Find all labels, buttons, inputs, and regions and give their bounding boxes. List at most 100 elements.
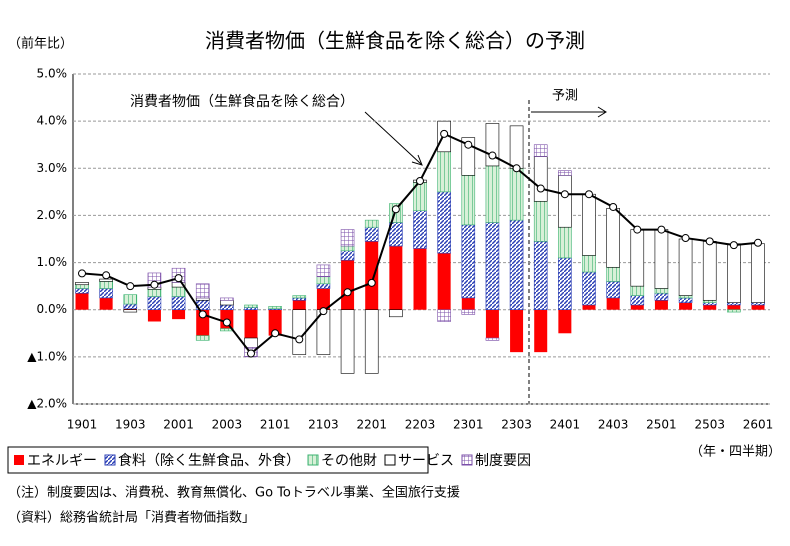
x-tick-label: 2403 bbox=[598, 418, 629, 432]
bar bbox=[75, 288, 89, 294]
legend-label: 制度要因 bbox=[475, 453, 531, 469]
legend-label: その他財 bbox=[321, 453, 377, 469]
bar bbox=[292, 300, 306, 310]
bar bbox=[534, 309, 548, 353]
legend-box bbox=[7, 446, 429, 474]
bar bbox=[461, 297, 475, 310]
y-tick-label: 2.0% bbox=[37, 208, 68, 222]
y-tick-label: 0.0% bbox=[37, 302, 68, 316]
bar bbox=[172, 309, 186, 320]
bar bbox=[533, 200, 548, 242]
legend-swatch bbox=[307, 454, 319, 466]
bar bbox=[340, 229, 355, 247]
x-tick-label: 2103 bbox=[308, 418, 339, 432]
bar bbox=[654, 288, 669, 294]
line-marker bbox=[78, 269, 86, 278]
bar bbox=[316, 283, 331, 289]
bar bbox=[75, 282, 89, 286]
line-marker bbox=[174, 274, 183, 283]
line-marker bbox=[754, 238, 762, 247]
x-tick-label: 2001 bbox=[163, 418, 194, 432]
bar bbox=[630, 305, 644, 310]
line-marker bbox=[126, 282, 135, 291]
legend-label: サービス bbox=[398, 453, 454, 469]
y-unit-label: （前年比） bbox=[8, 36, 73, 52]
bar bbox=[678, 297, 693, 303]
line-marker bbox=[102, 271, 111, 280]
line-marker bbox=[633, 225, 642, 234]
bar bbox=[703, 305, 717, 310]
bar bbox=[630, 229, 645, 287]
legend-swatch bbox=[461, 454, 473, 466]
bar bbox=[99, 297, 113, 310]
bar bbox=[509, 125, 524, 169]
line-marker bbox=[416, 177, 424, 186]
line-marker bbox=[609, 202, 618, 211]
bar bbox=[316, 264, 331, 278]
bar bbox=[99, 288, 113, 299]
y-tick-label: 5.0% bbox=[37, 67, 68, 81]
bar bbox=[316, 276, 331, 285]
line-marker bbox=[585, 190, 593, 199]
bar bbox=[558, 170, 572, 176]
bar bbox=[123, 303, 138, 310]
bar bbox=[533, 156, 548, 202]
bar bbox=[341, 260, 355, 310]
line-marker bbox=[247, 349, 255, 358]
legend-label: 食料（除く生鮮食品、外食） bbox=[118, 452, 300, 469]
bar bbox=[389, 309, 403, 318]
legend-label: エネルギー bbox=[27, 453, 97, 469]
line-marker bbox=[222, 318, 231, 327]
bar bbox=[533, 241, 548, 311]
x-unit-label: （年・四半期） bbox=[690, 445, 781, 460]
bar bbox=[75, 293, 89, 310]
leader-head bbox=[411, 154, 423, 166]
bar bbox=[99, 278, 113, 282]
bar bbox=[292, 309, 307, 355]
legend-swatch bbox=[104, 454, 116, 466]
x-tick-label: 2301 bbox=[453, 418, 484, 432]
bar bbox=[461, 309, 476, 315]
bar bbox=[485, 337, 500, 341]
bar bbox=[702, 299, 717, 303]
x-tick-label: 2003 bbox=[212, 418, 243, 432]
bar bbox=[364, 226, 379, 242]
bar bbox=[485, 222, 500, 311]
bar bbox=[413, 210, 427, 249]
y-tick-label: ▲2.0% bbox=[27, 397, 67, 411]
line-marker bbox=[681, 234, 690, 243]
bar bbox=[413, 248, 427, 310]
line-marker bbox=[295, 335, 304, 344]
bar bbox=[268, 306, 282, 310]
line-label: 消費者物価（生鮮食品を除く総合） bbox=[130, 93, 354, 110]
line-marker bbox=[150, 280, 159, 289]
line-marker bbox=[198, 310, 207, 319]
bar bbox=[678, 238, 693, 296]
bar bbox=[606, 266, 620, 282]
x-tick-label: 1901 bbox=[67, 418, 98, 432]
line-marker bbox=[705, 237, 714, 246]
bar bbox=[727, 305, 741, 310]
bar bbox=[485, 309, 499, 338]
bar bbox=[751, 243, 765, 303]
bar bbox=[171, 286, 186, 297]
bar bbox=[727, 243, 741, 303]
y-tick-label: ▲1.0% bbox=[27, 349, 67, 363]
bar bbox=[365, 241, 379, 310]
bar bbox=[678, 295, 693, 299]
note: （注）制度要因は、消費税、教育無償化、Go Toトラベル事業、全国旅行支援 bbox=[8, 485, 460, 501]
line-marker bbox=[560, 190, 569, 199]
bar bbox=[437, 151, 451, 193]
y-tick-label: 1.0% bbox=[37, 255, 68, 269]
line-marker bbox=[536, 184, 545, 193]
bar bbox=[244, 337, 258, 348]
bar bbox=[123, 309, 138, 313]
bar bbox=[195, 283, 210, 299]
bar bbox=[364, 309, 379, 374]
bar bbox=[582, 271, 596, 306]
bar bbox=[123, 294, 138, 305]
bar bbox=[437, 309, 451, 322]
x-tick-label: 2201 bbox=[356, 418, 387, 432]
forecast-label: 予測 bbox=[552, 89, 578, 104]
